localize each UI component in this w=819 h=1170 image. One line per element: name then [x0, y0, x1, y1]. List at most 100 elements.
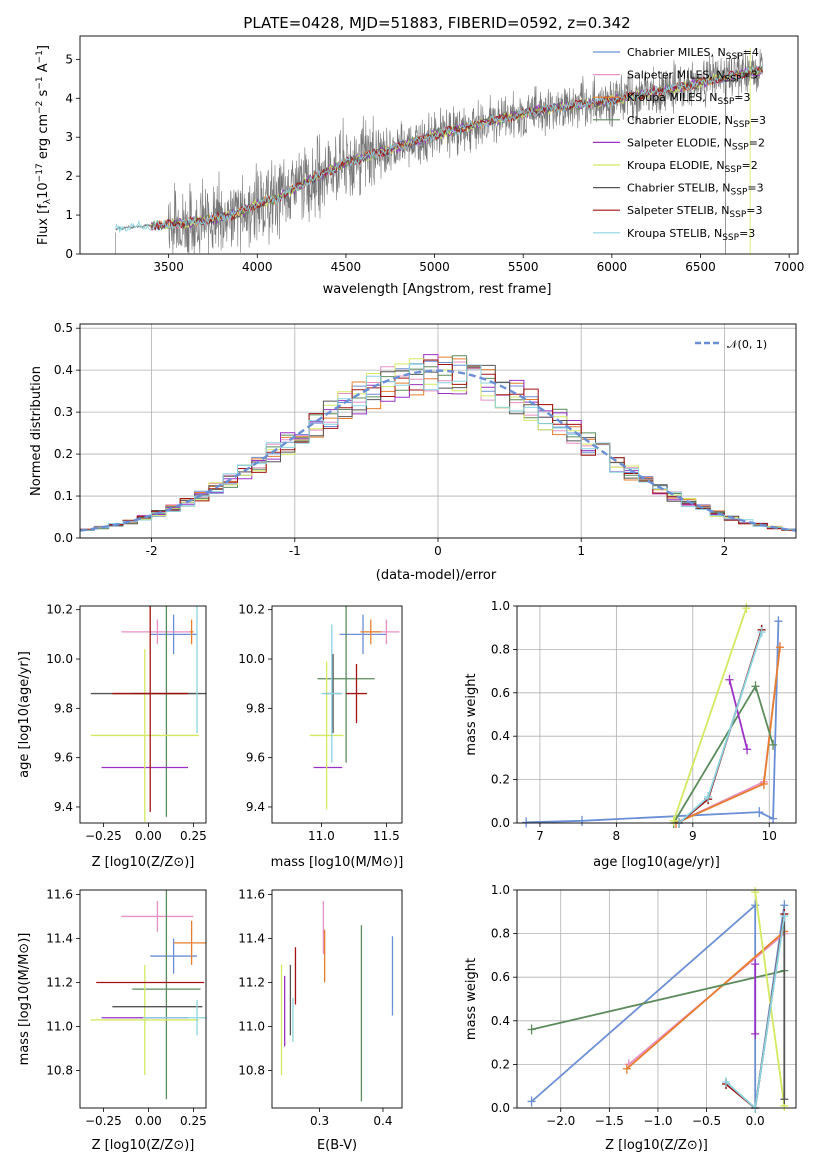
y-tick-label: 0.6 — [491, 686, 510, 700]
y-tick-label: 0.6 — [491, 970, 510, 984]
x-tick-label: 0 — [434, 544, 442, 558]
y-axis-label: mass [log10(M/M⊙)] — [17, 933, 32, 1066]
y-tick-label: 1 — [65, 208, 73, 222]
legend-label: Kroupa ELODIE, NSSP=2 — [627, 159, 758, 175]
mass-weight-marker — [757, 627, 766, 638]
mass-weight-marker — [622, 1063, 631, 1074]
y-tick-label: 0.3 — [54, 405, 73, 419]
y-tick-label: 3 — [65, 130, 73, 144]
legend-label: Salpeter STELIB, NSSP=3 — [627, 204, 763, 220]
x-tick-label: 7000 — [774, 260, 805, 274]
x-tick-label: 3500 — [153, 260, 184, 274]
legend-label-part: Salpeter MILES, N — [627, 69, 725, 82]
mass-weight-marker — [769, 739, 778, 750]
axes-frame — [79, 605, 207, 824]
y-tick-label: 11.4 — [238, 931, 265, 945]
y-axis-label: mass weight — [464, 958, 479, 1040]
axes-frame — [79, 323, 797, 539]
mass-weight-marker — [780, 900, 789, 911]
x-tick-label: 0.0 — [746, 1114, 765, 1128]
y-tick-label: 0 — [65, 247, 73, 261]
mass-weight-marker — [774, 616, 783, 627]
y-tick-label: 0.4 — [54, 363, 73, 377]
legend-label-part: SSP — [731, 188, 748, 198]
plot-area — [90, 890, 206, 1100]
axes-frame — [79, 889, 207, 1109]
legend-label: 𝒩(0, 1) — [727, 338, 767, 351]
y-axis-label-part: 10 — [36, 182, 51, 199]
y-tick-label: 0.2 — [491, 773, 510, 787]
plot-area — [522, 603, 784, 828]
x-tick-label: 0.25 — [180, 829, 207, 843]
legend-label-part: Chabrier ELODIE, N — [627, 114, 733, 127]
axes-frame — [516, 889, 797, 1109]
x-tick-label: -1 — [289, 544, 301, 558]
legend-label-part: =2 — [749, 136, 765, 149]
mass-weight-line — [754, 892, 786, 1106]
legend-label-part: SSP — [729, 210, 746, 220]
mass-weight-line — [728, 679, 748, 750]
y-axis-label-part: −2 — [35, 101, 45, 114]
y-tick-label: 1.0 — [491, 599, 510, 613]
mass-weight-marker — [527, 1096, 536, 1107]
x-tick-label: −0.25 — [85, 1114, 122, 1128]
legend-label-part: Chabrier STELIB, N — [627, 182, 731, 195]
legend-label-part: Kroupa ELODIE, N — [627, 159, 725, 172]
legend-label: Salpeter ELODIE, NSSP=2 — [627, 136, 765, 152]
mass-weight-marker — [780, 1094, 789, 1105]
y-tick-label: 9.6 — [54, 751, 73, 765]
y-tick-label: 0.2 — [491, 1057, 510, 1071]
x-tick-label: −2.0 — [546, 1114, 575, 1128]
y-tick-label: 10.0 — [238, 652, 265, 666]
legend-label: Chabrier ELODIE, NSSP=3 — [627, 114, 766, 130]
x-tick-label: 0.25 — [180, 1114, 207, 1128]
y-tick-label: 11.2 — [238, 975, 265, 989]
axes-frame — [271, 889, 403, 1109]
x-tick-label: 9 — [689, 829, 697, 843]
x-tick-label: 0.4 — [373, 1114, 392, 1128]
y-axis-label: age [log10(age/yr)] — [17, 651, 32, 778]
y-tick-label: 0.8 — [491, 927, 510, 941]
x-tick-label: 2 — [721, 544, 729, 558]
y-tick-label: 5 — [65, 52, 73, 66]
y-tick-label: 10.8 — [46, 1064, 73, 1078]
legend-label: Kroupa MILES, NSSP=3 — [627, 91, 751, 107]
x-tick-label: 5000 — [419, 260, 450, 274]
legend-label-part: SSP — [732, 142, 749, 152]
legend-label-part: Kroupa STELIB, N — [627, 227, 722, 240]
x-axis-label: mass [log10(M/M⊙)] — [271, 855, 404, 870]
x-tick-label: 11.0 — [308, 829, 335, 843]
x-tick-label: 0.00 — [135, 1114, 162, 1128]
legend-label-part: =3 — [746, 204, 762, 217]
y-tick-label: 11.2 — [46, 975, 73, 989]
legend-label-part: SSP — [725, 165, 742, 175]
y-tick-label: 0.0 — [54, 531, 73, 545]
y-tick-label: 11.4 — [46, 931, 73, 945]
x-tick-label: -2 — [146, 544, 158, 558]
x-tick-label: 6000 — [597, 260, 628, 274]
mass-weight-marker — [704, 791, 713, 802]
x-axis-label: Z [log10(Z/Z⊙)] — [92, 1138, 195, 1153]
residuals-panel: -2 -1 0 1 2 0.0 0.1 0.2 0.3 0.4 0.5 𝒩(0, 1) (data-mo… — [29, 321, 797, 583]
normal-curve — [80, 369, 796, 532]
y-tick-label: 10.2 — [238, 603, 265, 617]
y-axis-label-part: −1 — [35, 50, 45, 63]
plot-area — [80, 354, 796, 538]
histogram-step — [80, 363, 796, 538]
mass-weight-marker — [742, 603, 751, 614]
y-tick-label: 11.6 — [238, 887, 265, 901]
y-axis-label: mass weight — [464, 673, 479, 755]
x-tick-label: 4000 — [242, 260, 273, 274]
figure-title: PLATE=0428, MJD=51883, FIBERID=0592, z=0… — [243, 14, 630, 32]
x-axis-label: (data-model)/error — [376, 568, 497, 583]
mass-weight-line — [531, 969, 785, 1031]
y-tick-label: 4 — [65, 91, 73, 105]
mass-weight-marker — [759, 778, 768, 789]
y-tick-label: 0.0 — [491, 816, 510, 830]
spectrum-panel: 3500 4000 4500 5000 5500 6000 6500 7000 0 1 2 3 4 5 Ch… — [35, 35, 805, 297]
legend-label-part: SSP — [725, 75, 742, 85]
y-axis-label-part: A — [36, 63, 51, 76]
legend-label-part: =4 — [743, 46, 759, 59]
x-tick-label: −1.5 — [595, 1114, 624, 1128]
mass-weight-marker — [751, 887, 760, 898]
